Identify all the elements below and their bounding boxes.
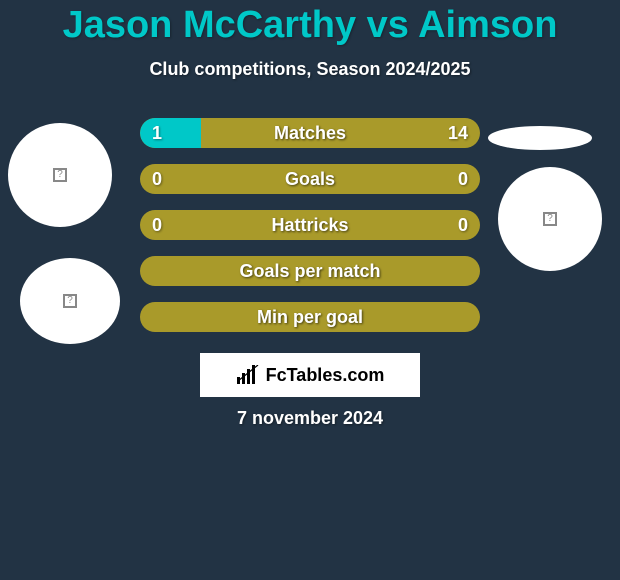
bar-chart-icon xyxy=(236,365,262,385)
date-label: 7 november 2024 xyxy=(0,408,620,429)
image-placeholder-icon: ? xyxy=(53,168,67,182)
stat-row-hattricks: 0 Hattricks 0 xyxy=(140,210,480,240)
page-subtitle: Club competitions, Season 2024/2025 xyxy=(0,59,620,80)
brand-box: FcTables.com xyxy=(200,353,420,397)
stat-label: Matches xyxy=(140,118,480,148)
brand-label: FcTables.com xyxy=(266,365,385,386)
player1-avatar: ? xyxy=(8,123,112,227)
stat-row-matches: 1 Matches 14 xyxy=(140,118,480,148)
stat-label: Goals per match xyxy=(140,256,480,286)
page-title: Jason McCarthy vs Aimson xyxy=(0,0,620,47)
stats-panel: 1 Matches 14 0 Goals 0 0 Hattricks 0 Goa… xyxy=(140,118,480,348)
stat-row-min-per-goal: Min per goal xyxy=(140,302,480,332)
stat-right-value: 0 xyxy=(458,164,468,194)
stat-right-value: 0 xyxy=(458,210,468,240)
image-placeholder-icon: ? xyxy=(63,294,77,308)
player2-avatar: ? xyxy=(498,167,602,271)
stat-row-goals-per-match: Goals per match xyxy=(140,256,480,286)
player2-club-ellipse xyxy=(488,126,592,150)
player1-club-avatar: ? xyxy=(20,258,120,344)
stat-label: Min per goal xyxy=(140,302,480,332)
stat-label: Goals xyxy=(140,164,480,194)
stat-right-value: 14 xyxy=(448,118,468,148)
stat-label: Hattricks xyxy=(140,210,480,240)
stat-row-goals: 0 Goals 0 xyxy=(140,164,480,194)
image-placeholder-icon: ? xyxy=(543,212,557,226)
brand-text: FcTables.com xyxy=(236,365,385,386)
